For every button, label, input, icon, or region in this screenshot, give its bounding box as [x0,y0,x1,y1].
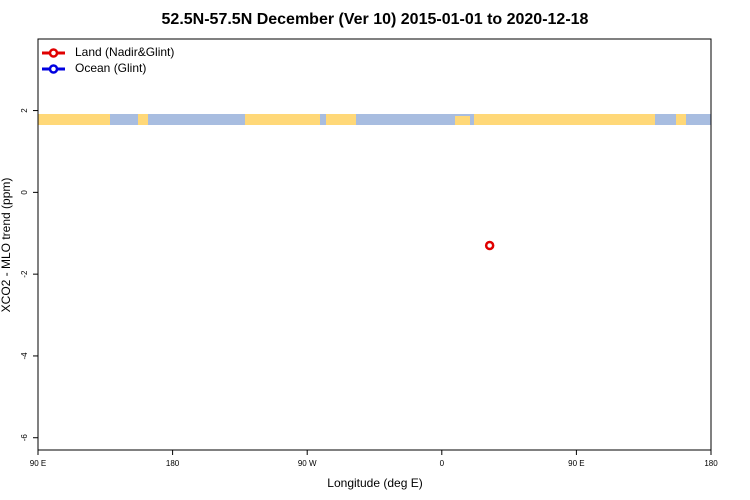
y-tick-label: -4 [20,352,29,360]
x-axis-label: Longitude (deg E) [327,476,422,490]
x-tick-label: 180 [166,459,180,468]
plot-frame [37,38,712,451]
land-ocean-strip [38,114,711,125]
x-tick-label: 90 E [30,459,46,468]
legend-label: Ocean (Glint) [75,61,146,75]
legend-marker [48,48,59,58]
legend-label: Land (Nadir&Glint) [75,45,174,59]
y-tick-label: -6 [20,434,29,442]
x-tick-label: 180 [704,459,718,468]
x-tick-label: 90 W [298,459,317,468]
y-tick-label: 0 [20,190,29,195]
y-tick-label: -2 [20,270,29,278]
point [484,240,495,251]
y-tick-label: 2 [20,108,29,113]
x-tick-label: 0 [440,459,445,468]
x-tick-label: 90 E [568,459,584,468]
chart-title: 52.5N-57.5N December (Ver 10) 2015-01-01… [162,11,589,28]
y-axis-label: XCO2 - MLO trend (ppm) [0,178,13,313]
legend-marker [48,64,59,74]
